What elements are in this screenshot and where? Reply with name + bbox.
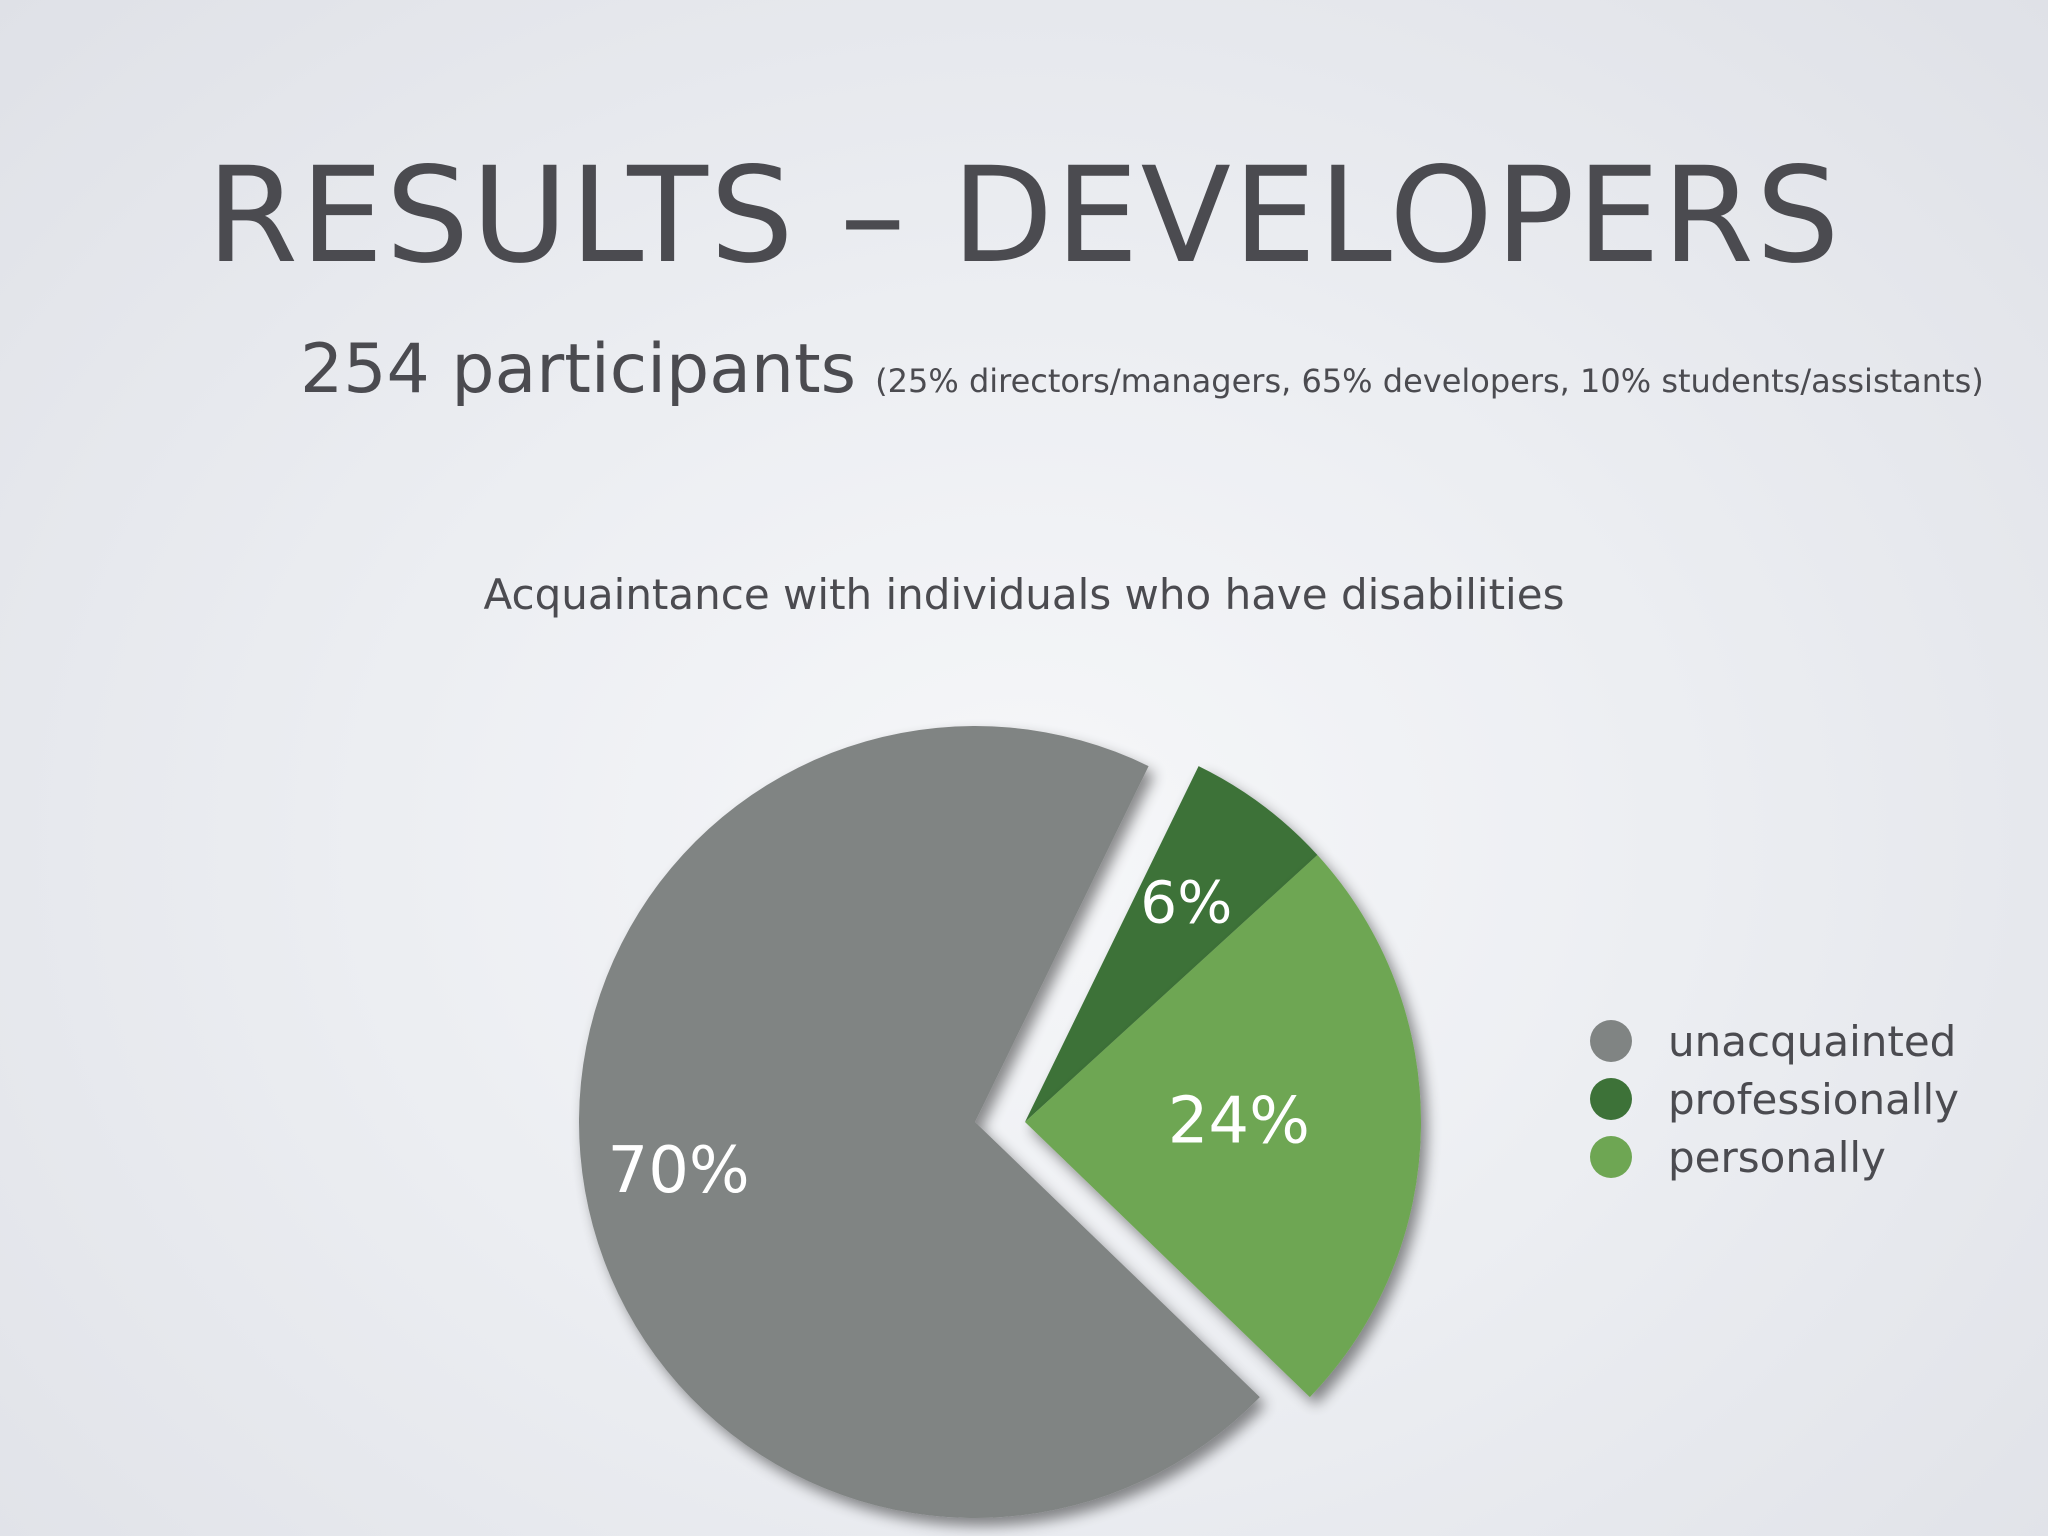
legend-label: professionally: [1668, 1074, 1960, 1124]
subtitle: 254 participants (25% directors/managers…: [300, 330, 1984, 409]
legend-item-professionally: professionally: [1590, 1070, 1959, 1128]
chart-title: Acquaintance with individuals who have d…: [483, 570, 1565, 619]
legend: unacquainted professionally personally: [1590, 1012, 1959, 1186]
legend-swatch: [1590, 1136, 1632, 1178]
slice-unacquainted: [578, 725, 1260, 1518]
participants-count: 254 participants: [300, 330, 857, 409]
slice-label-unacquainted: 70%: [607, 1134, 749, 1208]
legend-item-unacquainted: unacquainted: [1590, 1012, 1959, 1070]
slice-label-professionally: 6%: [1140, 868, 1232, 936]
participants-breakdown: (25% directors/managers, 65% developers,…: [875, 362, 1984, 400]
legend-swatch: [1590, 1020, 1632, 1062]
slice-personally: [1025, 854, 1421, 1398]
slide-title: RESULTS – DEVELOPERS: [206, 139, 1842, 293]
legend-label: personally: [1668, 1132, 1886, 1182]
slice-label-personally: 24%: [1168, 1085, 1310, 1159]
legend-swatch: [1590, 1078, 1632, 1120]
legend-label: unacquainted: [1668, 1016, 1957, 1066]
slice-professionally: [1025, 766, 1318, 1122]
legend-item-personally: personally: [1590, 1128, 1959, 1186]
